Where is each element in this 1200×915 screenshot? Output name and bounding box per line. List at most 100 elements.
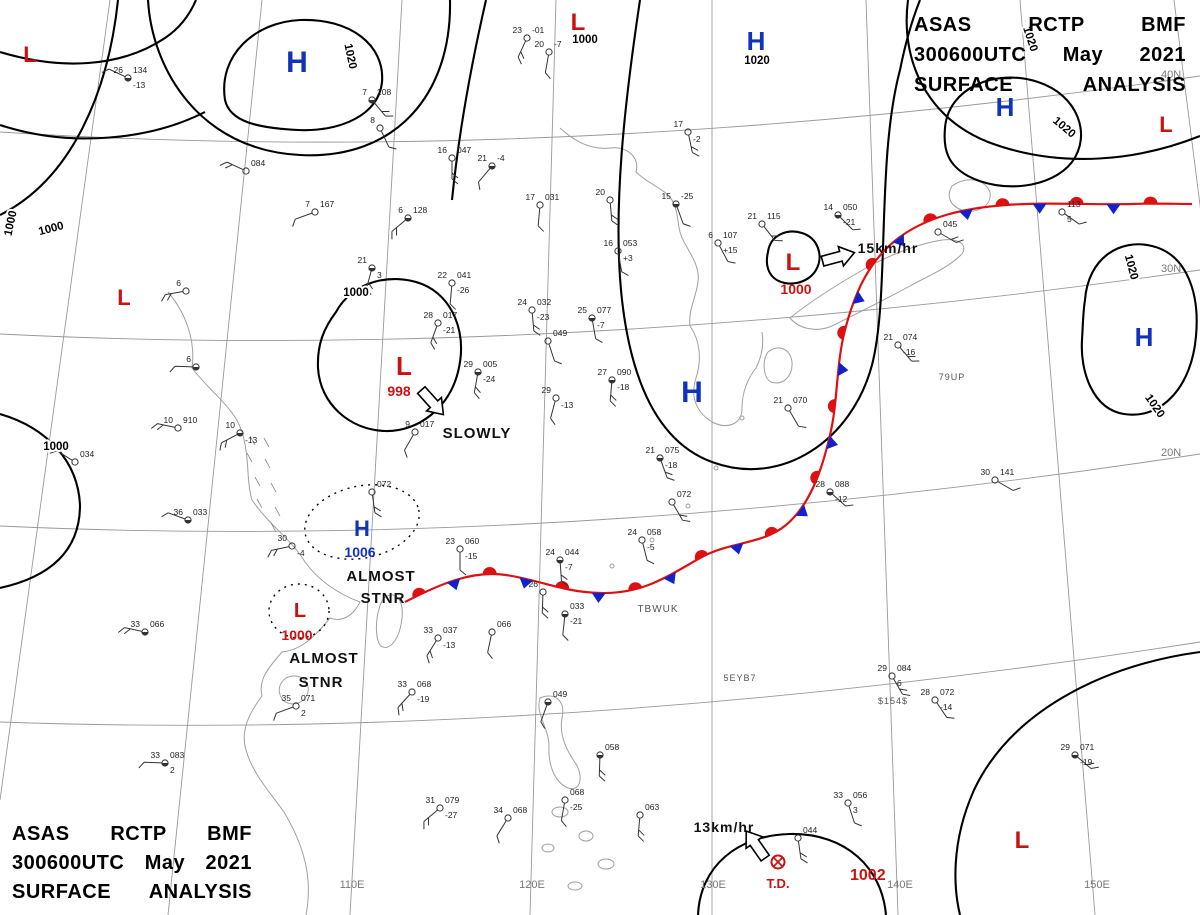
station-pressure: 068 [513,805,527,815]
station-dewpoint: -21 [843,217,856,227]
station-pressure: 032 [537,297,551,307]
station-plot: 066 [487,619,511,659]
wind-barb-icon [940,233,964,243]
isobar [0,412,82,590]
station-circle-icon [638,536,646,544]
station-temp: 10 [226,420,236,430]
tropical-depression-icon [770,854,786,870]
station-circle-icon [784,404,792,412]
station-pressure: 068 [570,787,584,797]
station-dewpoint: 2 [301,708,306,718]
station-temp: 25 [578,305,588,315]
station-temp: 28 [921,687,931,697]
wind-barb-icon [487,634,493,659]
wind-barb-icon [609,382,617,407]
station-cloud-fill [588,318,596,322]
station-plot: 058 [596,742,619,782]
station-plot: 21 115 [748,211,783,242]
station-temp: 7 [362,87,367,97]
coastline-honshu [789,239,965,330]
isobar-value-label: 1020 [1050,115,1077,141]
station-plot: 24 058 -5 [628,527,661,565]
station-pressure: 050 [843,202,857,212]
coastline-island [739,415,745,421]
coastline-korea [689,325,764,426]
station-pressure: 058 [647,527,661,537]
station-cloud-fill [236,433,244,437]
station-pressure: 060 [465,536,479,546]
wind-barb-icon [541,594,549,619]
wind-barb-icon [366,270,374,295]
wind-barb-icon [609,202,619,226]
station-temp: 29 [542,385,552,395]
warm-front-semicircle [865,257,877,271]
wind-barb-icon [138,761,163,769]
wind-barb-icon [718,245,736,264]
warm-front-semicircle [628,582,643,592]
station-cloud-fill [561,614,569,618]
station-temp: 34 [494,805,504,815]
station-cloud-fill [596,755,604,759]
station-pressure: 083 [170,750,184,760]
high-center-symbol: H [747,26,766,56]
wind-barb-icon [459,552,467,576]
wind-barb-icon [540,704,548,729]
station-plot: 7 208 [362,87,394,117]
coastline-kyushu [763,347,793,384]
station-circle-icon [528,306,536,314]
station-circle-icon [668,498,676,506]
warm-front-semicircle [1069,196,1084,204]
station-temp: 30 [981,467,991,477]
station-cloud-fill [124,78,132,82]
station-dewpoint: +3 [623,253,633,263]
station-dewpoint: -14 [940,702,953,712]
station-dewpoint: -21 [570,616,583,626]
station-circle-icon [288,542,296,550]
low-center-symbol: L [23,42,36,67]
station-circle-icon [606,196,614,204]
annotation-text: 79UP [939,372,966,382]
station-dewpoint: 6 [897,678,902,688]
wind-barb-icon [373,101,394,117]
wind-barb-icon [831,493,854,507]
station-circle-icon [488,628,496,636]
station-temp: 22 [438,270,448,280]
station-plot: 23 -01 [513,25,545,65]
station-plot: 21 075 -18 [646,445,679,481]
station-dewpoint: +15 [723,245,738,255]
station-plot: 10 910 [151,415,197,432]
coastline-island [597,858,615,870]
station-plot: 17 -2 [674,119,701,157]
station-pressure: 044 [803,825,817,835]
station-plot: 29 071 -19 [1061,742,1099,769]
isobar-value-label: 1020 [341,43,358,71]
wind-barb-icon [292,212,313,227]
wind-barb-icon [101,68,126,78]
wind-barb-icon [430,325,438,350]
isobar-value-label: 1020 [1142,392,1167,420]
station-dewpoint: 2 [170,765,175,775]
wind-barb-icon [517,40,527,65]
station-temp: 6 [398,205,403,215]
station-temp: 6 [176,278,181,288]
wind-barb-icon [688,134,700,157]
annotation-text: SLOWLY [443,425,512,442]
station-plot: 068 -25 [560,787,584,827]
title-line-type: SURFACE ANALYSIS [12,881,252,903]
wind-barb-icon [138,761,163,769]
station-pressure: 063 [645,802,659,812]
isobar [0,0,120,216]
station-plot: 26 134 -13 [101,65,147,90]
station-circle-icon [182,287,190,295]
lon-line [167,0,263,915]
cold-front-triangle [852,290,865,304]
cold-front-triangle [1032,203,1047,214]
wind-barb-icon [660,460,675,481]
lat-label: 40N [1161,69,1181,81]
station-pressure: 208 [377,87,391,97]
station-plot: 26 [529,579,549,619]
station-cloud-fill [368,100,376,104]
station-circle-icon [376,124,384,132]
isobar-value-label: 1000 [37,220,65,238]
